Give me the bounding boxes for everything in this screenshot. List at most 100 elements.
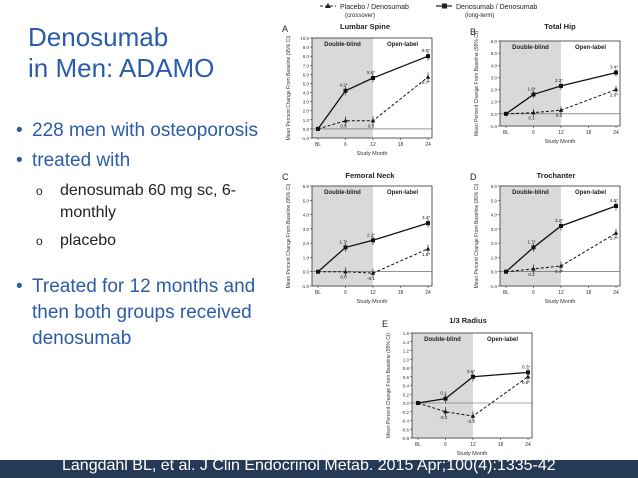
series-line-placebo xyxy=(505,232,617,273)
x-tick-label: 24 xyxy=(425,290,431,296)
data-label: 5.6* xyxy=(367,70,375,75)
data-label: -0.2 xyxy=(440,415,448,420)
data-point-denosumab xyxy=(426,221,430,226)
chart-panel-c: Double-blind Open-label C Femoral Neck -1.0 0… xyxy=(282,171,433,305)
data-point-denosumab xyxy=(371,238,375,243)
y-tick-label: -0.8 xyxy=(401,436,409,441)
sub-bullet-text: denosumab 60 mg sc, 6-monthly xyxy=(60,182,237,221)
data-point-denosumab xyxy=(443,396,448,401)
x-tick-label: BL xyxy=(503,130,509,136)
double-blind-region xyxy=(500,41,561,126)
data-label: 0.9 xyxy=(340,124,347,129)
data-point-denosumab xyxy=(504,269,508,274)
bullet-item: • treated with xyxy=(16,148,266,174)
x-tick-label: 24 xyxy=(525,442,531,448)
x-axis-label: Study Month xyxy=(357,151,388,157)
chart-title: Trochanter xyxy=(537,171,576,180)
x-tick-label: 12 xyxy=(370,142,376,148)
data-label: 0.2 xyxy=(528,272,535,277)
legend-denosumab-sub: (long-term) xyxy=(465,13,494,19)
legend-denosumab: Denosumab / Denosumab xyxy=(456,4,537,11)
data-point-denosumab xyxy=(316,126,320,131)
y-tick-label: -1.0 xyxy=(301,136,309,141)
data-label: 8.0* xyxy=(422,48,430,53)
data-point-placebo xyxy=(470,413,476,418)
y-tick-label: -0.4 xyxy=(401,419,409,424)
phase-label: Open-label xyxy=(387,42,418,48)
data-point-placebo xyxy=(558,263,564,268)
data-label: 1.6* xyxy=(527,86,535,91)
y-axis-label: Mean Percent Change From Baseline (95% C… xyxy=(286,35,292,140)
x-tick-label: 18 xyxy=(398,142,404,148)
bullet-dot: • xyxy=(16,276,23,297)
plot-frame xyxy=(499,40,621,127)
y-tick-label: 4.0 xyxy=(491,63,498,68)
y-tick-label: 5.0 xyxy=(491,51,498,56)
x-tick-label: 24 xyxy=(613,130,619,136)
plot-frame xyxy=(499,185,621,287)
x-axis-label: Study Month xyxy=(457,451,488,457)
data-point-denosumab xyxy=(343,245,348,250)
data-point-denosumab xyxy=(471,374,475,379)
y-tick-label: 2.0 xyxy=(491,241,498,246)
data-label: 1.6* xyxy=(422,252,430,257)
y-tick-label: -0.2 xyxy=(401,410,409,415)
x-tick-label: 24 xyxy=(613,290,619,296)
y-tick-label: -1.0 xyxy=(301,284,309,289)
data-label: 0.6* xyxy=(522,380,530,385)
plot-frame xyxy=(311,37,433,139)
chart-panel-e: Double-blind Open-label E 1/3 Radius -0.8 -0.… xyxy=(382,316,533,457)
data-label: 0.3 xyxy=(556,113,563,118)
data-label: 1.7* xyxy=(339,239,347,244)
panel-letter: D xyxy=(470,172,477,182)
data-point-denosumab xyxy=(343,88,348,93)
double-blind-region xyxy=(500,186,561,286)
bullet-list: • 228 men with osteoporosis • treated wi… xyxy=(16,118,266,352)
panel-letter: E xyxy=(382,319,388,329)
y-tick-label: 2.0 xyxy=(303,109,310,114)
y-tick-label: 7.0 xyxy=(303,63,310,68)
data-label: 0.6* xyxy=(467,369,475,374)
panel-letter: C xyxy=(282,172,289,182)
series-line-denosumab xyxy=(505,205,617,273)
data-point-placebo xyxy=(343,269,348,274)
y-tick-label: 6.0 xyxy=(491,184,498,189)
data-point-placebo xyxy=(370,270,376,275)
data-label: 5.7* xyxy=(422,80,430,85)
title-line-2: in Men: ADAMO xyxy=(28,53,215,83)
chart-title: Femoral Neck xyxy=(345,171,395,180)
series-line-denosumab xyxy=(417,371,529,404)
y-axis-label: Mean Percent Change From Baseline (95% C… xyxy=(474,183,480,288)
data-label: 2.2* xyxy=(367,232,375,237)
chart-panel-a: Double-blind Open-label A Lumbar Spine -1.0 0… xyxy=(282,22,433,157)
double-blind-region xyxy=(412,333,473,438)
x-tick-label: BL xyxy=(315,142,321,148)
y-tick-label: 1.4 xyxy=(403,340,410,345)
y-tick-label: 1.0 xyxy=(303,118,310,123)
x-tick-label: 18 xyxy=(498,442,504,448)
plot-frame xyxy=(311,185,433,287)
y-tick-label: 0.0 xyxy=(491,112,498,117)
x-tick-label: 18 xyxy=(586,290,592,296)
data-point-placebo xyxy=(425,74,431,79)
series-line-placebo xyxy=(417,376,529,417)
data-label: 0.1 xyxy=(440,391,447,396)
y-tick-label: 10.0 xyxy=(300,36,309,41)
sub-bullet-marker: o xyxy=(36,184,43,198)
bullet-dot: • xyxy=(16,150,23,171)
phase-label: Open-label xyxy=(487,337,518,343)
data-point-denosumab xyxy=(316,269,320,274)
y-tick-label: 1.0 xyxy=(303,255,310,260)
y-tick-label: 3.0 xyxy=(303,227,310,232)
data-label: 2.0* xyxy=(610,93,618,98)
x-tick-label: 6 xyxy=(532,290,535,296)
sub-bullet-marker: o xyxy=(36,234,43,248)
phase-label: Open-label xyxy=(575,190,606,196)
sub-bullet-text: placebo xyxy=(60,232,117,249)
y-tick-label: 0.0 xyxy=(403,401,410,406)
y-tick-label: 6.0 xyxy=(491,39,498,44)
data-label: 3.4* xyxy=(422,215,430,220)
x-axis-label: Study Month xyxy=(357,299,388,305)
y-tick-label: 6.0 xyxy=(303,184,310,189)
figure-legend: Placebo / Denosumab (crossover) Denosuma… xyxy=(320,3,537,19)
